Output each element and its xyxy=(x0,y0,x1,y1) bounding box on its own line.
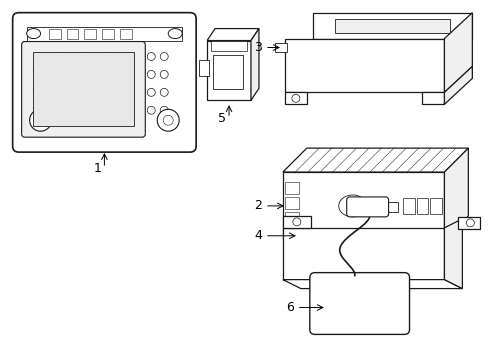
Polygon shape xyxy=(250,28,259,100)
Bar xyxy=(285,197,298,209)
Polygon shape xyxy=(312,13,471,39)
Polygon shape xyxy=(457,217,479,229)
Circle shape xyxy=(147,53,155,60)
Circle shape xyxy=(160,71,168,78)
Text: 4: 4 xyxy=(254,229,262,242)
Text: 1: 1 xyxy=(93,162,101,175)
FancyBboxPatch shape xyxy=(21,41,145,137)
Polygon shape xyxy=(285,92,306,104)
FancyBboxPatch shape xyxy=(13,13,196,152)
Text: 6: 6 xyxy=(285,301,293,314)
Circle shape xyxy=(147,88,155,96)
Text: 2: 2 xyxy=(254,199,262,212)
Polygon shape xyxy=(283,148,468,172)
Circle shape xyxy=(157,109,179,131)
Bar xyxy=(385,202,397,212)
Bar xyxy=(416,198,427,214)
Circle shape xyxy=(147,106,155,114)
Bar xyxy=(213,55,243,89)
Circle shape xyxy=(30,109,51,131)
Circle shape xyxy=(36,115,45,125)
Bar xyxy=(274,42,286,53)
Circle shape xyxy=(160,88,168,96)
Polygon shape xyxy=(283,172,444,240)
Polygon shape xyxy=(444,13,471,92)
Bar xyxy=(48,28,61,39)
Circle shape xyxy=(466,219,473,227)
Polygon shape xyxy=(207,28,259,41)
Circle shape xyxy=(292,218,300,226)
Polygon shape xyxy=(444,67,471,104)
Circle shape xyxy=(163,115,173,125)
Polygon shape xyxy=(285,39,444,92)
Bar xyxy=(66,28,78,39)
Polygon shape xyxy=(211,41,246,50)
Polygon shape xyxy=(207,41,250,100)
Bar xyxy=(26,27,182,41)
Ellipse shape xyxy=(168,28,182,39)
Bar xyxy=(33,53,134,126)
Text: 3: 3 xyxy=(254,41,262,54)
Ellipse shape xyxy=(26,28,41,39)
Polygon shape xyxy=(444,219,462,289)
Ellipse shape xyxy=(338,195,366,217)
Text: 5: 5 xyxy=(218,112,225,125)
Polygon shape xyxy=(334,19,449,32)
Bar xyxy=(429,198,442,214)
Polygon shape xyxy=(283,216,310,228)
Circle shape xyxy=(291,94,299,102)
FancyBboxPatch shape xyxy=(309,273,408,334)
Polygon shape xyxy=(283,280,462,289)
Bar xyxy=(84,28,96,39)
Polygon shape xyxy=(444,148,468,240)
Bar xyxy=(285,182,298,194)
Circle shape xyxy=(160,106,168,114)
Polygon shape xyxy=(283,228,444,280)
Circle shape xyxy=(147,71,155,78)
Bar xyxy=(285,212,298,224)
Polygon shape xyxy=(422,92,444,104)
Bar xyxy=(120,28,132,39)
Bar xyxy=(102,28,114,39)
Bar xyxy=(402,198,414,214)
Bar xyxy=(199,60,209,76)
Circle shape xyxy=(160,53,168,60)
FancyBboxPatch shape xyxy=(346,197,388,217)
